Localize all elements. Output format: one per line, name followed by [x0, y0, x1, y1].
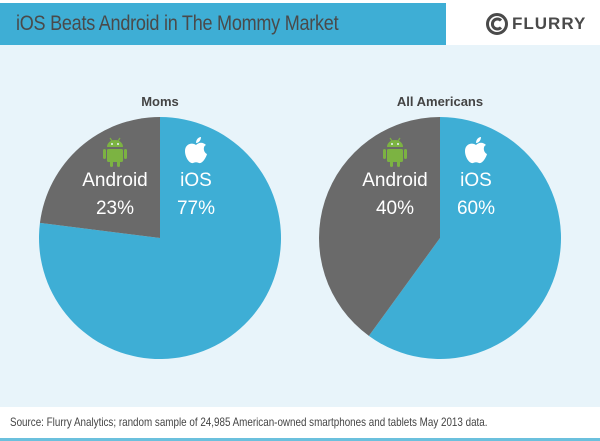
pie-title: Moms	[141, 94, 179, 109]
slice-label: Android	[82, 170, 148, 191]
slice-value: 40%	[376, 198, 414, 219]
slice-label: iOS	[180, 170, 212, 191]
pie-slice-android	[39, 117, 161, 238]
slice-value: 77%	[177, 198, 215, 219]
flurry-swirl-icon	[486, 13, 508, 35]
bottom-border	[0, 438, 600, 441]
apple-icon	[465, 137, 487, 164]
slice-value: 23%	[96, 198, 134, 219]
page-title: iOS Beats Android in The Mommy Market	[16, 12, 339, 35]
pie-slice-ios	[39, 117, 282, 359]
pie-charts: Moms Android 23% iOS 77% All Americans Andr…	[39, 94, 562, 359]
android-icon	[103, 137, 127, 167]
pie-title: All Americans	[397, 94, 483, 109]
slice-label: iOS	[460, 170, 492, 191]
pie-moms: Moms Android 23% iOS 77%	[39, 94, 282, 359]
apple-icon	[185, 137, 207, 164]
logo-text: FLURRY	[512, 14, 587, 33]
source-note: Source: Flurry Analytics; random sample …	[10, 415, 488, 429]
pie-slice-android	[319, 117, 440, 336]
slice-label: Android	[362, 170, 428, 191]
logo: FLURRY	[446, 3, 600, 45]
top-border	[0, 0, 600, 3]
android-icon	[383, 137, 407, 167]
slice-value: 60%	[457, 198, 495, 219]
footer: Source: Flurry Analytics; random sample …	[0, 407, 600, 438]
pie-slice-ios	[368, 117, 562, 359]
pie-all-americans: All Americans Android 40% iOS 60%	[319, 94, 562, 359]
